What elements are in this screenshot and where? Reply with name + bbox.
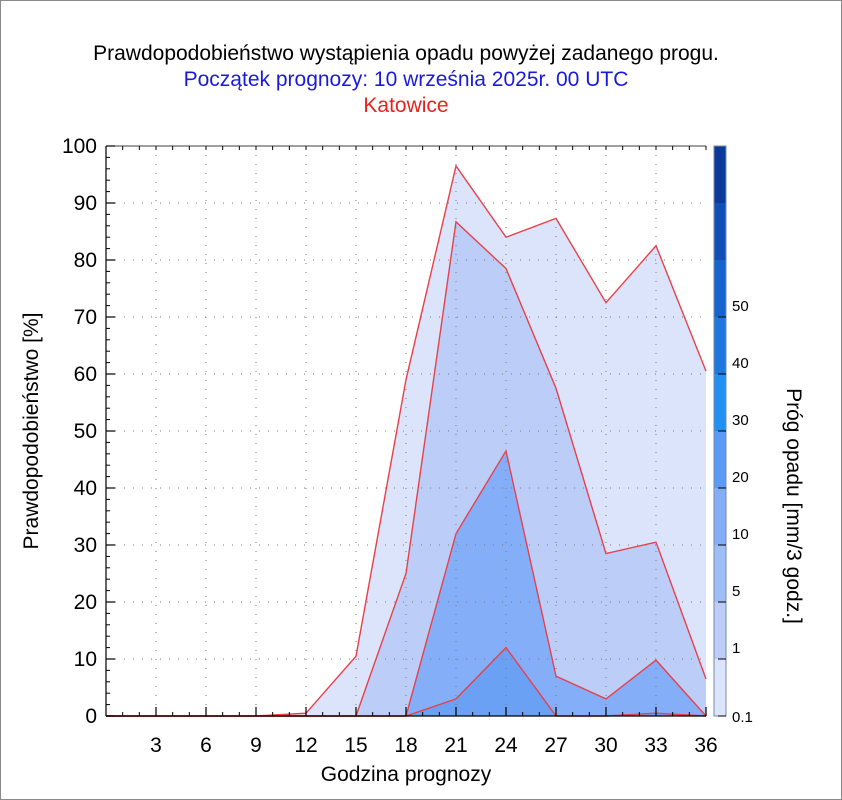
y-tick-label: 80 <box>74 249 97 272</box>
x-tick-label: 18 <box>394 734 417 757</box>
colorbar-segment <box>714 146 726 203</box>
colorbar-segment <box>714 488 726 545</box>
y-tick-label: 50 <box>74 420 97 443</box>
chart-subtitle: Początek prognozy: 10 września 2025r. 00… <box>183 68 629 91</box>
colorbar-tick-label: 30 <box>732 412 749 429</box>
x-axis-label: Godzina prognozy <box>321 763 492 786</box>
y-tick-label: 10 <box>74 648 97 671</box>
y-tick-label: 30 <box>74 534 97 557</box>
x-tick-label: 12 <box>294 734 317 757</box>
x-tick-label: 30 <box>594 734 617 757</box>
colorbar-segment <box>714 602 726 659</box>
x-tick-label: 33 <box>644 734 667 757</box>
x-tick-label: 3 <box>150 734 162 757</box>
area-series-2 <box>106 450 706 716</box>
colorbar-tick-label: 5 <box>732 583 740 600</box>
colorbar-segment <box>714 374 726 431</box>
colorbar-tick-label: 40 <box>732 355 749 372</box>
x-tick-label: 24 <box>494 734 518 757</box>
y-tick-label: 90 <box>74 192 97 215</box>
colorbar-segment <box>714 659 726 716</box>
colorbar-segment <box>714 431 726 488</box>
area-series-1 <box>106 221 706 716</box>
colorbar-tick-label: 20 <box>732 469 749 486</box>
y-tick-label: 60 <box>74 363 97 386</box>
y-tick-label: 40 <box>74 477 97 500</box>
x-tick-label: 6 <box>200 734 212 757</box>
colorbar-label: Próg opadu [mm/3 godz.] <box>782 388 805 624</box>
y-tick-label: 20 <box>74 591 97 614</box>
colorbar-tick-label: 50 <box>732 298 749 315</box>
chart-title: Prawdopodobieństwo wystąpienia opadu pow… <box>93 42 719 65</box>
chart-location: Katowice <box>363 94 449 117</box>
colorbar-tick-label: 10 <box>732 526 749 543</box>
x-tick-label: 21 <box>444 734 467 757</box>
y-tick-label: 70 <box>74 306 97 329</box>
colorbar-tick-label: 1 <box>732 640 740 657</box>
x-tick-label: 15 <box>344 734 367 757</box>
colorbar-segment <box>714 545 726 602</box>
colorbar-tick-label: 0.1 <box>732 709 753 726</box>
colorbar-segment <box>714 317 726 374</box>
y-axis-label: Prawdopodobieństwo [%] <box>20 313 43 550</box>
x-tick-label: 9 <box>250 734 262 757</box>
y-tick-label: 0 <box>85 705 97 728</box>
y-tick-label: 100 <box>62 135 97 158</box>
x-tick-label: 27 <box>544 734 567 757</box>
x-tick-label: 36 <box>694 734 717 757</box>
colorbar-segment <box>714 260 726 317</box>
colorbar-segment <box>714 203 726 260</box>
